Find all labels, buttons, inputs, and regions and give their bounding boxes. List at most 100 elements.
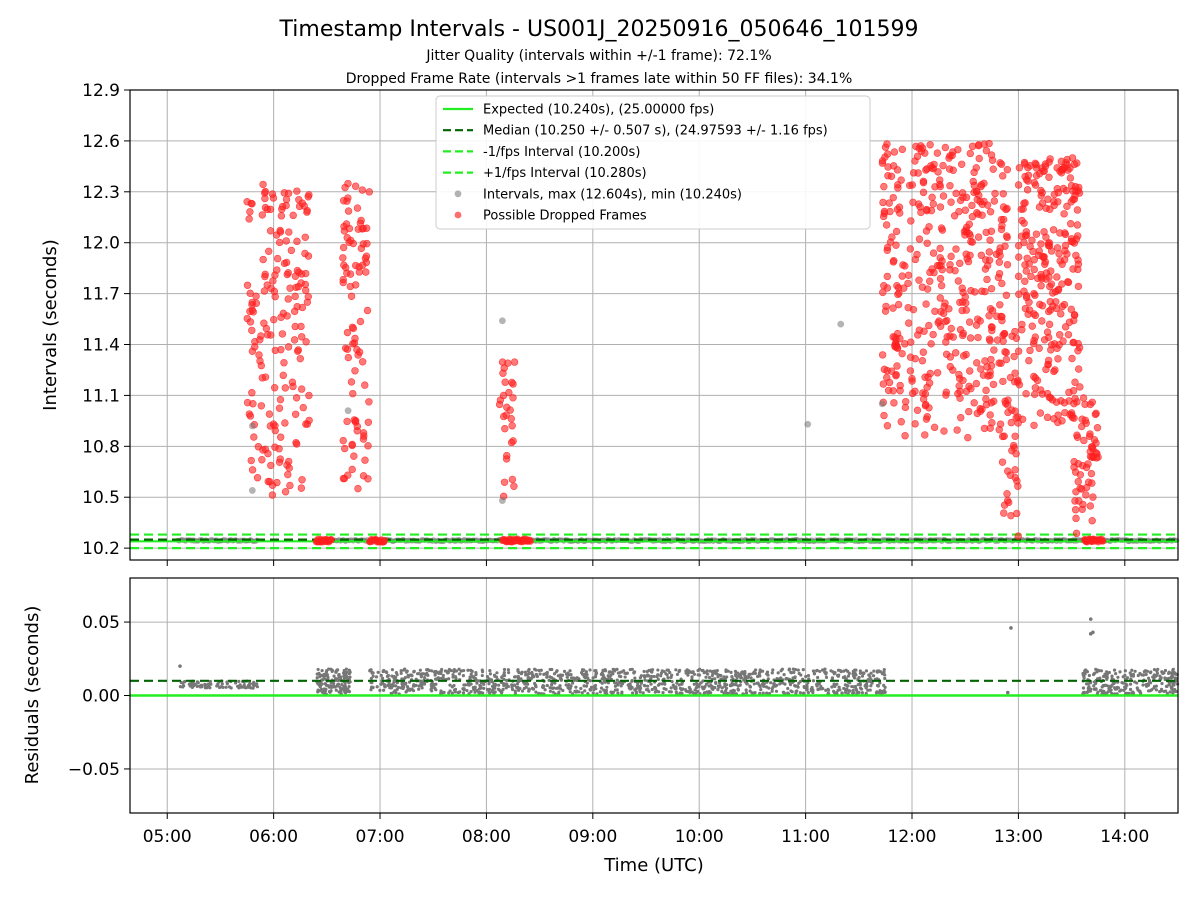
dropped-frame-point	[284, 470, 292, 479]
residual-point	[577, 690, 581, 694]
dropped-frame-point	[988, 156, 997, 164]
dropped-frame-point	[1072, 529, 1081, 538]
dropped-frame-point	[956, 326, 965, 334]
residual-point	[425, 671, 429, 675]
residual-point	[798, 691, 802, 695]
dropped-frame-point	[1056, 229, 1064, 237]
residual-point	[417, 687, 421, 691]
residual-point	[420, 672, 424, 676]
dropped-frame-point	[1045, 173, 1053, 181]
dropped-frame-point	[978, 287, 986, 295]
residual-point	[434, 688, 438, 692]
dropped-frame-point	[246, 412, 255, 420]
residual-point	[246, 683, 250, 688]
dropped-frame-point	[989, 165, 997, 173]
residual-point	[687, 685, 691, 690]
residual-point	[769, 681, 773, 685]
dropped-frame-point	[886, 207, 894, 216]
residual-point	[394, 684, 398, 688]
residual-point	[641, 691, 645, 695]
top-y-tick-label: 11.4	[82, 336, 120, 356]
residual-point	[789, 689, 793, 693]
dropped-frame-point	[361, 456, 369, 464]
residual-point	[462, 683, 466, 687]
dropped-frame-point	[1059, 184, 1068, 193]
dropped-frame-point	[901, 340, 909, 348]
residual-point	[1171, 667, 1175, 671]
dropped-frame-point	[362, 252, 371, 260]
dropped-frame-point	[270, 384, 279, 392]
residual-point	[1084, 682, 1089, 686]
residual-point	[1128, 671, 1132, 675]
residual-point	[655, 689, 659, 693]
dropped-frame-point	[298, 303, 307, 312]
dropped-frame-point	[354, 225, 362, 233]
residual-point	[500, 675, 504, 680]
residual-point	[382, 683, 386, 687]
interval-point	[804, 420, 812, 428]
dropped-frame-point	[268, 491, 277, 499]
dropped-frame-point	[958, 284, 966, 292]
residual-point	[1107, 687, 1111, 691]
residual-point	[534, 690, 538, 694]
residual-point	[1162, 689, 1166, 694]
residual-point	[255, 685, 260, 689]
residual-point	[347, 690, 352, 694]
dropped-frame-point	[946, 182, 954, 190]
dropped-frame-point	[889, 333, 897, 341]
residual-point	[623, 675, 627, 679]
residual-point	[443, 669, 448, 673]
dropped-frame-point	[1036, 300, 1044, 309]
residual-point	[516, 668, 520, 672]
dropped-frame-point	[972, 321, 981, 329]
residual-point	[786, 686, 790, 691]
residual-point	[499, 691, 504, 695]
residual-point	[598, 690, 602, 694]
residual-point	[868, 675, 872, 679]
dropped-frame-point	[1003, 260, 1012, 269]
dropped-frame-point	[943, 316, 951, 325]
residual-point	[439, 689, 443, 693]
residual-point	[348, 670, 352, 674]
dropped-frame-point	[1046, 306, 1055, 314]
dropped-frame-point	[1011, 432, 1019, 440]
residual-point	[1152, 684, 1157, 689]
residual-point	[493, 684, 497, 688]
residual-point	[450, 685, 454, 689]
residual-point	[559, 678, 563, 682]
residual-point	[419, 675, 423, 679]
dropped-frame-point	[908, 377, 916, 385]
residual-point	[851, 691, 856, 695]
dropped-frame-point	[340, 261, 348, 269]
dropped-frame-point	[259, 180, 267, 189]
residual-point	[221, 685, 225, 689]
residual-point	[457, 690, 461, 695]
dropped-frame-point	[302, 269, 310, 278]
residual-point	[224, 685, 228, 689]
dropped-frame-point	[972, 379, 981, 388]
residual-point	[406, 675, 410, 679]
residual-point	[839, 670, 843, 674]
dropped-frame-point	[939, 192, 948, 200]
dropped-frame-point	[926, 141, 934, 149]
residual-point	[875, 683, 880, 688]
residual-point	[793, 683, 797, 688]
x-tick-label: 13:00	[994, 827, 1043, 847]
dropped-frame-point	[507, 415, 515, 423]
residual-point	[178, 685, 182, 689]
dropped-frame-point	[922, 300, 930, 308]
dropped-frame-point	[343, 269, 351, 277]
residual-point	[678, 668, 682, 672]
residual-point	[431, 682, 436, 686]
dropped-frame-point	[879, 288, 887, 297]
residual-point	[418, 668, 422, 672]
dropped-frame-point	[883, 140, 891, 148]
residual-point	[696, 668, 700, 673]
residual-point	[579, 686, 583, 691]
dropped-frame-point	[913, 250, 921, 259]
dropped-frame-point	[258, 456, 266, 464]
residual-point	[506, 668, 510, 672]
dropped-frame-point	[904, 279, 912, 288]
dropped-frame-point	[1090, 436, 1099, 444]
residual-point	[656, 668, 660, 672]
